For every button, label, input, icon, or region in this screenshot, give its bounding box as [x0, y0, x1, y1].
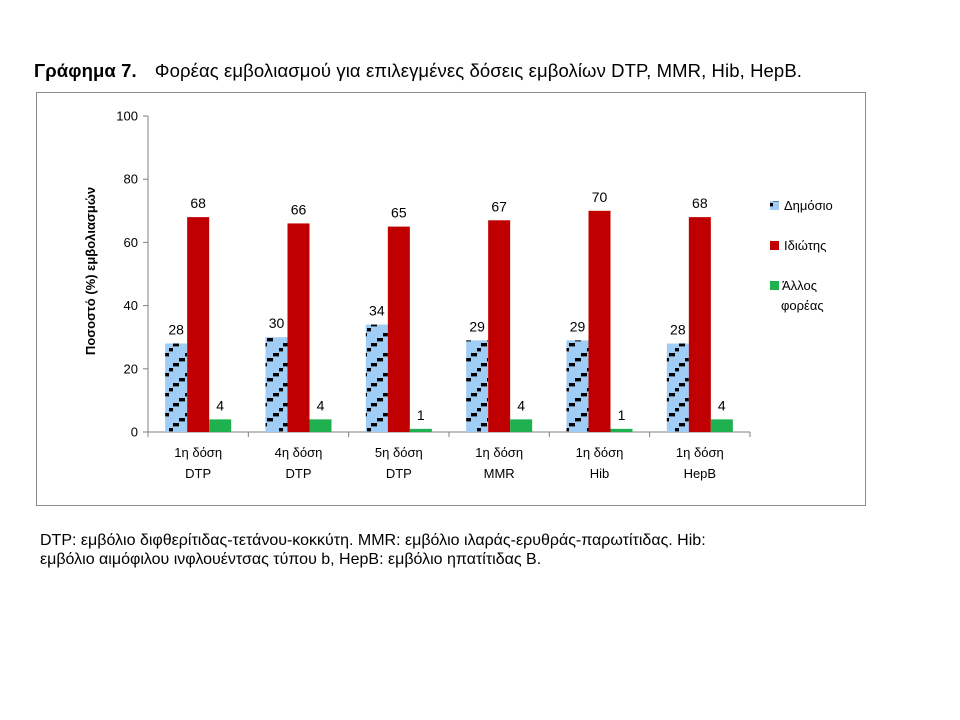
bar-private	[187, 217, 210, 432]
y-tick-label: 20	[124, 361, 138, 376]
data-label: 68	[692, 195, 708, 211]
bar-other	[710, 419, 733, 432]
x-category-label-line: 5η δόση	[375, 445, 423, 460]
data-labels-layer: 28 68 4 30 66 4 34 65 1 29 67 4 29 70 1 28 68 4	[168, 189, 726, 423]
legend-swatch	[770, 241, 779, 250]
bar-public	[165, 343, 188, 432]
footnote-line: εμβόλιο αιμόφιλου ινφλουέντσας τύπου b, …	[40, 551, 542, 568]
bar-private	[688, 217, 711, 432]
data-label: 1	[618, 407, 626, 423]
x-category-label-line: 1η δόση	[174, 445, 222, 460]
data-label: 4	[517, 397, 525, 413]
x-category-label: 1η δόση Hib	[576, 445, 624, 481]
data-label: 67	[491, 198, 507, 214]
legend-item-other: Άλλος φορέας	[770, 278, 824, 313]
data-label: 28	[670, 322, 686, 338]
y-axis-label: Ποσοστό (%) εμβολιασμών	[83, 187, 98, 355]
data-label: 68	[190, 195, 206, 211]
y-tick-label: 100	[116, 109, 138, 124]
x-category-label: 4η δόση DTP	[275, 445, 323, 481]
data-label: 29	[469, 318, 485, 334]
x-category-label-line: 4η δόση	[275, 445, 323, 460]
data-label: 4	[317, 397, 325, 413]
x-category-label-line: DTP	[185, 466, 211, 481]
x-category-label-line: 1η δόση	[475, 445, 523, 460]
bar-public	[265, 337, 288, 432]
legend-label: Άλλος φορέας	[781, 278, 824, 313]
data-label: 4	[216, 397, 224, 413]
legend-label: Ιδιώτης	[784, 238, 826, 253]
x-category-label-line: Hib	[590, 466, 610, 481]
bar-other	[610, 428, 633, 432]
data-label: 70	[592, 189, 608, 205]
legend-item-private: Ιδιώτης	[770, 238, 826, 253]
data-label: 34	[369, 303, 385, 319]
data-label: 66	[291, 201, 307, 217]
x-category-label: 1η δόση MMR	[475, 445, 523, 481]
legend-label-line: Άλλος	[782, 278, 817, 293]
legend: Δημόσιο Ιδιώτης Άλλος φορέας	[770, 198, 833, 313]
bar-other	[209, 419, 232, 432]
legend-label: Δημόσιο	[784, 198, 833, 213]
legend-item-public: Δημόσιο	[770, 198, 833, 213]
bar-private	[488, 220, 511, 432]
data-label: 4	[718, 397, 726, 413]
bar-private	[387, 226, 410, 432]
data-label: 65	[391, 205, 407, 221]
bar-other	[309, 419, 332, 432]
y-tick-label: 40	[124, 298, 138, 313]
data-label: 28	[168, 322, 184, 338]
x-category-label-line: 1η δόση	[576, 445, 624, 460]
data-label: 30	[269, 315, 285, 331]
axis-layer: 0 20 40 60 80 100 1η δόση DTP 4η δόση DTP 5η δόση D…	[116, 109, 751, 481]
legend-swatch	[770, 281, 779, 290]
legend-label-line: φορέας	[781, 298, 824, 313]
footnote: DTP: εμβόλιο διφθερίτιδας-τετάνου-κοκκύτ…	[40, 531, 920, 569]
bar-public	[666, 343, 689, 432]
x-category-label: 1η δόση HepB	[676, 445, 724, 481]
x-category-label-line: DTP	[286, 466, 312, 481]
bar-public	[365, 324, 388, 432]
chart-svg: 0 20 40 60 80 100 1η δόση DTP 4η δόση DTP 5η δόση D…	[83, 109, 833, 482]
x-category-label-line: MMR	[484, 466, 515, 481]
data-label: 1	[417, 407, 425, 423]
x-category-label-line: HepB	[684, 466, 717, 481]
y-tick-label: 80	[124, 172, 138, 187]
bar-private	[588, 210, 611, 432]
x-category-label-line: DTP	[386, 466, 412, 481]
x-category-label: 1η δόση DTP	[174, 445, 222, 481]
footnote-line: DTP: εμβόλιο διφθερίτιδας-τετάνου-κοκκύτ…	[40, 532, 706, 549]
bar-other	[510, 419, 533, 432]
chart-title-text: Φορέας εμβολιασμού για επιλεγμένες δόσει…	[154, 60, 802, 81]
bar-private	[287, 223, 310, 432]
legend-label-line: Ιδιώτης	[784, 238, 826, 253]
y-tick-label: 60	[124, 235, 138, 250]
data-label: 29	[570, 318, 586, 334]
bar-public	[566, 340, 589, 432]
bar-public	[466, 340, 489, 432]
chart-frame: 0 20 40 60 80 100 1η δόση DTP 4η δόση DTP 5η δόση D…	[36, 92, 866, 506]
legend-swatch	[770, 201, 779, 210]
x-category-label: 5η δόση DTP	[375, 445, 423, 481]
chart-title: Γράφημα 7. Φορέας εμβολιασμού για επιλεγμ…	[34, 60, 954, 82]
chart-title-label: Γράφημα 7.	[34, 60, 137, 81]
bar-other	[409, 428, 432, 432]
legend-label-line: Δημόσιο	[784, 198, 833, 213]
bars-layer	[165, 210, 733, 432]
y-tick-label: 0	[131, 425, 138, 440]
x-category-label-line: 1η δόση	[676, 445, 724, 460]
